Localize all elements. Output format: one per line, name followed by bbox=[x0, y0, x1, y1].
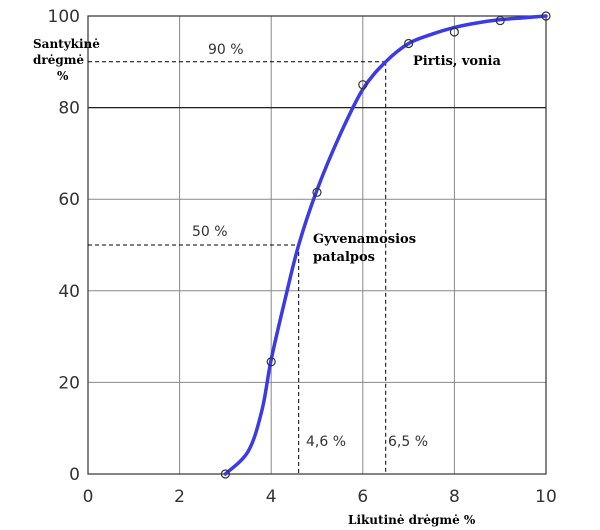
y-tick-40: 40 bbox=[58, 282, 80, 302]
ref-50-label: 50 % bbox=[192, 224, 228, 240]
data-point-5 bbox=[449, 27, 459, 37]
y-axis-title-line-1: Santykinė bbox=[33, 37, 100, 51]
ref-65-label: 6,5 % bbox=[388, 434, 428, 450]
data-point-0 bbox=[220, 469, 230, 479]
y-tick-20: 20 bbox=[58, 373, 80, 393]
data-point-7 bbox=[541, 11, 551, 21]
annotation-living-line-2: patalpos bbox=[313, 250, 375, 265]
ref-46-label: 4,6 % bbox=[306, 434, 346, 450]
y-tick-80: 80 bbox=[58, 99, 80, 119]
x-tick-6: 6 bbox=[357, 487, 368, 507]
y-tick-0: 0 bbox=[69, 465, 80, 485]
x-axis-title: Likutinė drėgmė % bbox=[348, 513, 476, 527]
x-tick-10: 10 bbox=[535, 487, 557, 507]
x-tick-4: 4 bbox=[266, 487, 277, 507]
reference-lines bbox=[88, 61, 387, 474]
y-axis-title-line-2: drėgmė bbox=[33, 53, 84, 67]
ref-90-label: 90 % bbox=[208, 42, 244, 58]
y-axis-title-line-3: % bbox=[57, 69, 69, 83]
data-point-1 bbox=[266, 357, 276, 367]
marker-layer bbox=[220, 11, 551, 479]
y-tick-100: 100 bbox=[48, 7, 80, 27]
x-tick-8: 8 bbox=[449, 487, 460, 507]
data-point-3 bbox=[358, 80, 368, 90]
x-tick-2: 2 bbox=[174, 487, 185, 507]
annotation-sauna: Pirtis, vonia bbox=[413, 54, 501, 69]
y-tick-60: 60 bbox=[58, 190, 80, 210]
data-point-4 bbox=[404, 38, 414, 49]
grid bbox=[87, 15, 547, 475]
data-point-6 bbox=[495, 15, 505, 26]
data-point-2 bbox=[312, 187, 322, 197]
annotation-living-line-1: Gyvenamosios bbox=[313, 232, 416, 247]
x-tick-0: 0 bbox=[83, 487, 94, 507]
